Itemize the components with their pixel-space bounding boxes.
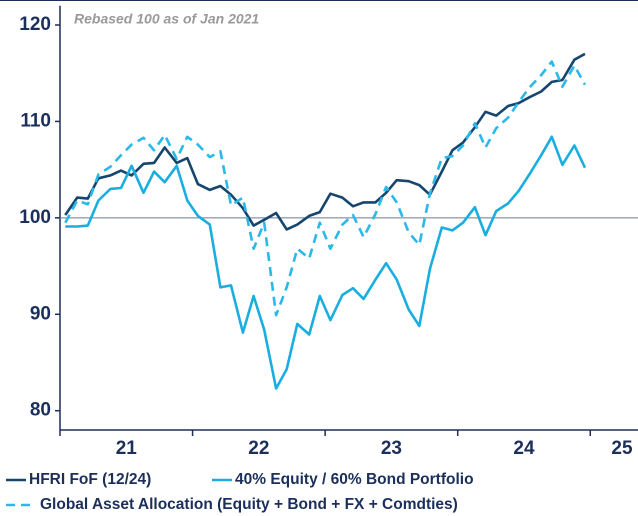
legend-label: HFRI FoF (12/24) bbox=[29, 471, 151, 488]
y-tick-label: 110 bbox=[20, 110, 51, 131]
series-line bbox=[64, 52, 586, 231]
x-tick-label: 21 bbox=[116, 438, 138, 459]
annotation: Rebased 100 as of Jan 2021 bbox=[74, 11, 259, 27]
y-tick-label: 120 bbox=[19, 14, 51, 35]
y-tick-label: 80 bbox=[30, 400, 51, 421]
x-tick-label: 24 bbox=[513, 438, 535, 459]
x-tick-label: 25 bbox=[611, 438, 633, 459]
y-tick-label: 90 bbox=[30, 303, 51, 324]
series-line bbox=[65, 135, 587, 390]
legend-label: Global Asset Allocation (Equity + Bond +… bbox=[40, 496, 458, 513]
series-line bbox=[64, 60, 587, 317]
y-tick-label: 100 bbox=[19, 207, 51, 228]
x-tick-label: 22 bbox=[248, 438, 269, 459]
x-tick-label: 23 bbox=[381, 438, 402, 459]
legend-label: 40% Equity / 60% Bond Portfolio bbox=[235, 471, 474, 488]
